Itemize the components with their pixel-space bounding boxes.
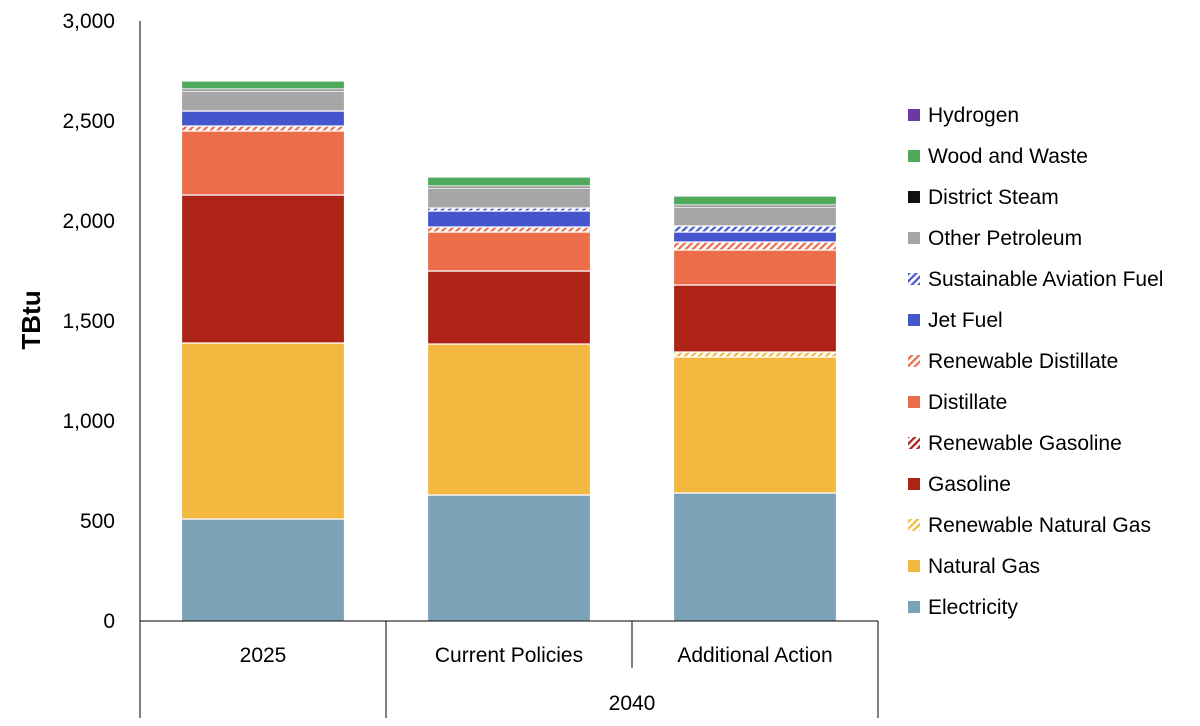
y-tick-label: 500 <box>80 510 115 533</box>
legend-swatch <box>908 396 920 408</box>
bar-segment-wood-and-waste-1 <box>426 176 592 187</box>
legend-swatch <box>908 191 920 203</box>
x-category-label: 2025 <box>240 644 287 667</box>
bar-segment-electricity-0 <box>180 518 346 622</box>
legend-label: Renewable Distillate <box>928 350 1118 373</box>
bar-segment-electricity-1 <box>426 494 592 622</box>
y-tick-label: 1,500 <box>62 310 115 333</box>
bar-segment-renewable-natural-gas-2 <box>672 351 838 358</box>
bar-segment-other-petroleum-1 <box>426 187 592 209</box>
legend-label: Gasoline <box>928 473 1011 496</box>
legend-swatch <box>908 109 920 121</box>
bar-segment-other-petroleum-0 <box>180 90 346 112</box>
bar-segment-jet-fuel-0 <box>180 110 346 127</box>
axes-layer: 0 500 1,000 1,500 2,000 2,500 3,000 2025 Current… <box>62 10 879 718</box>
legend-swatch <box>908 601 920 613</box>
y-tick-label: 0 <box>103 610 115 633</box>
y-axis-title: TBtu <box>16 290 46 349</box>
bar-segment-jet-fuel-1 <box>426 210 592 228</box>
legend: Hydrogen Wood and Waste District Steam Othe… <box>908 104 1163 619</box>
bar-segment-gasoline-0 <box>180 194 346 344</box>
bar-segment-wood-and-waste-0 <box>180 80 346 90</box>
legend-label: Other Petroleum <box>928 227 1082 250</box>
legend-swatch <box>908 273 920 285</box>
bar-segment-wood-and-waste-2 <box>672 195 838 206</box>
legend-label: Jet Fuel <box>928 309 1003 332</box>
legend-label: Renewable Gasoline <box>928 432 1122 455</box>
bar-segment-gasoline-1 <box>426 270 592 345</box>
bar-segment-natural-gas-2 <box>672 356 838 494</box>
bar-segment-gasoline-2 <box>672 284 838 353</box>
legend-label: Hydrogen <box>928 104 1019 127</box>
y-tick-label: 1,000 <box>62 410 115 433</box>
y-tick-label: 2,000 <box>62 210 115 233</box>
legend-label: Distillate <box>928 391 1007 414</box>
legend-label: Sustainable Aviation Fuel <box>928 268 1163 291</box>
bar-segment-natural-gas-0 <box>180 342 346 520</box>
bar-segment-jet-fuel-2 <box>672 231 838 243</box>
legend-swatch <box>908 355 920 367</box>
legend-label: Natural Gas <box>928 555 1040 578</box>
legend-swatch <box>908 232 920 244</box>
legend-swatch <box>908 150 920 162</box>
legend-swatch <box>908 478 920 490</box>
legend-label: Electricity <box>928 596 1018 619</box>
bar-segment-renewable-distillate-0 <box>180 125 346 132</box>
bar-segment-distillate-0 <box>180 130 346 196</box>
legend-swatch <box>908 560 920 572</box>
legend-label: Renewable Natural Gas <box>928 514 1151 537</box>
legend-label: Wood and Waste <box>928 145 1088 168</box>
bar-segment-other-petroleum-2 <box>672 206 838 227</box>
x-category-label: Additional Action <box>677 644 832 667</box>
bar-segment-distillate-1 <box>426 231 592 272</box>
bars-layer <box>180 80 838 622</box>
legend-label: District Steam <box>928 186 1059 209</box>
x-category-label: Current Policies <box>435 644 583 667</box>
bar-segment-sustainable-aviation-fuel-2 <box>672 225 838 233</box>
bar-segment-renewable-distillate-1 <box>426 226 592 233</box>
y-tick-label: 3,000 <box>62 10 115 33</box>
bar-segment-natural-gas-1 <box>426 343 592 496</box>
legend-swatch <box>908 519 920 531</box>
y-tick-label: 2,500 <box>62 110 115 133</box>
legend-swatch <box>908 437 920 449</box>
bar-segment-electricity-2 <box>672 492 838 622</box>
bar-segment-distillate-2 <box>672 249 838 286</box>
legend-swatch <box>908 314 920 326</box>
bar-segment-renewable-distillate-2 <box>672 241 838 251</box>
x-group-label: 2040 <box>609 692 656 715</box>
